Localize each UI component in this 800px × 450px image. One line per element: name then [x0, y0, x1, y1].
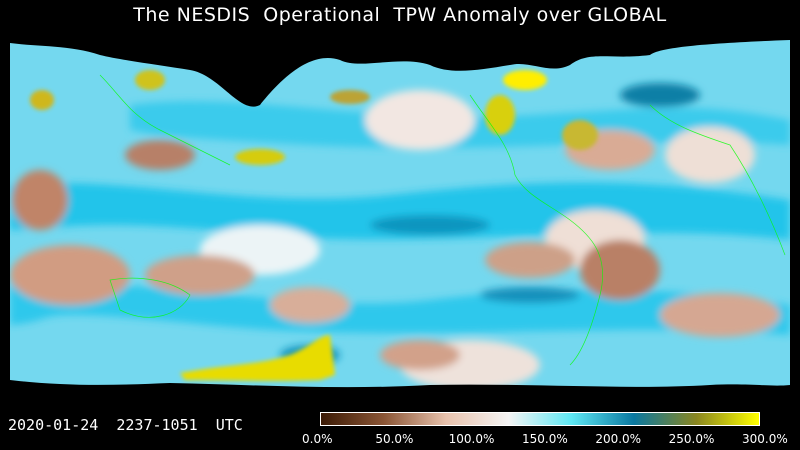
normal-region-1 — [365, 90, 475, 150]
colorbar-tick-label: 200.0% — [595, 432, 642, 446]
extreme-north-4 — [562, 120, 598, 150]
colorbar-tick-label: 250.0% — [668, 432, 715, 446]
very-wet-region-2 — [620, 83, 700, 107]
dry-region-2 — [10, 245, 130, 305]
dry-region-4 — [485, 242, 575, 278]
very-wet-region-1 — [370, 215, 490, 235]
dry-region-9 — [125, 140, 195, 170]
coastline-americas — [469, 94, 603, 366]
anomaly-field — [10, 83, 790, 390]
colorbar-tick-label: 100.0% — [448, 432, 495, 446]
colorbar-tick-label: 50.0% — [375, 432, 414, 446]
dry-region-5 — [580, 240, 660, 300]
wet-band-2 — [10, 283, 790, 335]
colorbar — [320, 412, 760, 426]
no-data-south — [10, 380, 790, 405]
extreme-north-1 — [135, 70, 165, 90]
very-wet-region-4 — [480, 287, 580, 303]
extreme-anomalies — [30, 70, 598, 381]
extreme-north-5 — [30, 90, 54, 110]
extreme-north-6 — [330, 90, 370, 104]
dry-region-1 — [12, 170, 68, 230]
coastline-europe — [649, 104, 786, 256]
dry-region-8 — [660, 293, 780, 337]
colorbar-tick-label: 0.0% — [302, 432, 333, 446]
dry-region-10 — [270, 287, 350, 323]
extreme-north-3 — [503, 70, 547, 90]
map-title: The NESDIS Operational TPW Anomaly over … — [133, 4, 667, 26]
coastline-australia — [109, 277, 191, 318]
colorbar-tick-label: 150.0% — [522, 432, 568, 446]
no-data-regions — [10, 35, 790, 405]
dry-region-3 — [145, 255, 255, 295]
coastlines — [99, 74, 786, 366]
extreme-pacific-1 — [235, 149, 285, 165]
normal-region-4 — [665, 127, 755, 183]
dry-region-7 — [380, 340, 460, 370]
no-data-north — [10, 35, 790, 107]
tpw-anomaly-map — [10, 35, 790, 405]
extreme-north-2 — [485, 95, 515, 135]
colorbar-tick-label: 300.0% — [742, 432, 788, 446]
coastline-asia — [99, 74, 231, 166]
timestamp: 2020-01-24 2237-1051 UTC — [8, 416, 243, 434]
extreme-antarctic — [180, 335, 335, 381]
